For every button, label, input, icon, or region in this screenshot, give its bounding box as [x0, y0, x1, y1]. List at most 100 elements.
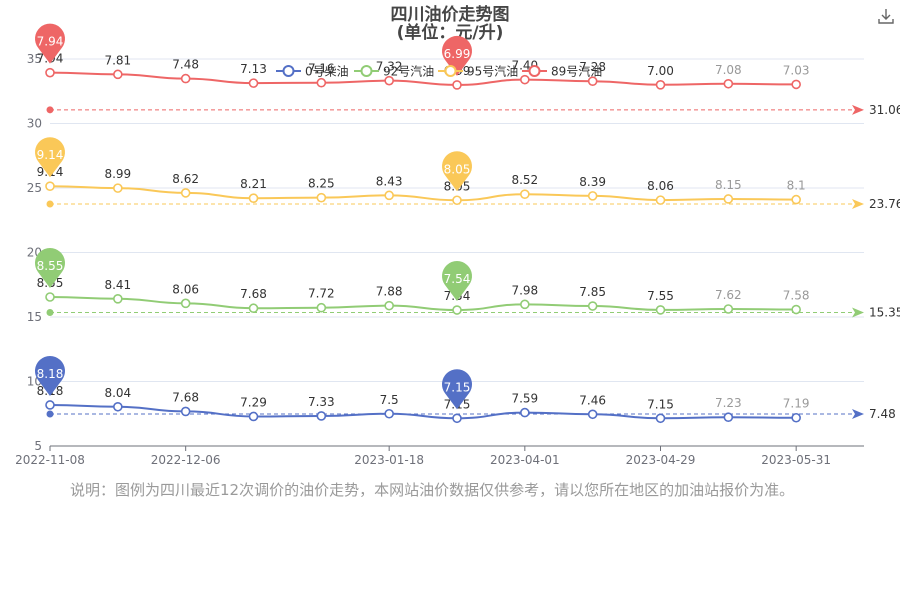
data-point	[384, 190, 394, 201]
max-marker-shape	[35, 248, 66, 289]
data-label: 7.19	[783, 397, 810, 411]
series-line	[49, 296, 797, 312]
average-start-dot	[46, 308, 54, 316]
legend-item[interactable]: 89号汽油	[522, 64, 602, 79]
data-label: 7.88	[376, 285, 403, 299]
data-point	[587, 191, 598, 201]
data-point	[180, 298, 191, 309]
y-tick-label: 5	[34, 439, 42, 453]
chart-subtitle: (单位：元/升)	[397, 22, 504, 43]
data-point	[452, 80, 462, 90]
legend-item[interactable]: 92号汽油	[354, 64, 434, 79]
data-point	[791, 412, 801, 423]
min-marker-label: 7.54	[444, 272, 471, 286]
data-point	[655, 80, 666, 90]
max-marker-label: 8.18	[37, 367, 64, 381]
data-label: 8.15	[715, 178, 742, 192]
legend-symbol	[282, 65, 295, 77]
average-label: 31.06	[869, 103, 900, 117]
data-point	[520, 299, 530, 310]
data-label: 7.00	[647, 64, 674, 78]
data-label: 7.33	[308, 395, 335, 409]
data-label: 7.15	[647, 397, 674, 411]
data-point	[520, 407, 530, 418]
data-label: 7.08	[715, 63, 742, 77]
data-label: 7.5	[380, 393, 399, 407]
legend-item[interactable]: 0号柴油	[276, 65, 349, 79]
data-label: 7.32	[376, 60, 403, 74]
min-marker-label: 8.05	[444, 162, 471, 176]
data-point	[587, 409, 598, 420]
data-label: 7.68	[240, 287, 267, 301]
chart-title: 四川油价走势图	[391, 4, 510, 25]
data-label: 7.28	[579, 60, 606, 74]
data-point	[180, 406, 191, 417]
max-marker-shape	[35, 23, 65, 64]
min-marker: 7.15	[442, 369, 472, 410]
data-label: 7.62	[715, 288, 742, 302]
legend-label: 92号汽油	[383, 64, 434, 79]
data-point	[45, 400, 55, 410]
max-marker: 8.55	[35, 248, 66, 289]
legend-item[interactable]: 95号汽油	[438, 64, 518, 79]
x-tick-label: 2022-12-06	[151, 453, 221, 467]
data-point	[113, 294, 123, 304]
data-point	[723, 412, 734, 423]
average-start-dot	[46, 106, 54, 114]
legend-symbol	[528, 65, 541, 77]
average-lines: 7.48 15.35 23.76 31.06	[46, 103, 900, 421]
series-line	[49, 185, 797, 202]
data-label: 8.62	[172, 172, 199, 186]
grid-lines	[50, 58, 864, 382]
average-arrow	[852, 409, 864, 420]
data-label: 7.98	[511, 283, 538, 297]
download-icon[interactable]	[876, 6, 896, 26]
data-point	[316, 192, 327, 203]
data-point	[791, 194, 801, 205]
data-label: 8.25	[308, 177, 335, 191]
data-point	[180, 73, 191, 84]
data-point	[248, 303, 259, 314]
data-point	[723, 304, 734, 314]
data-label: 7.23	[715, 396, 742, 410]
average-start-dot	[46, 410, 54, 418]
data-point	[655, 413, 666, 424]
data-label: 7.16	[308, 62, 335, 76]
data-label: 7.68	[172, 390, 199, 404]
legend-label: 95号汽油	[467, 64, 518, 79]
data-point	[587, 76, 598, 86]
average-arrow	[852, 307, 864, 318]
series-line	[49, 403, 797, 420]
data-label: 8.21	[240, 177, 267, 191]
average-arrow	[852, 104, 864, 115]
data-point	[723, 194, 734, 204]
data-point	[248, 78, 259, 88]
legend[interactable]: 0号柴油 92号汽油 95号汽油 89号汽油	[276, 64, 602, 79]
max-marker: 9.14	[35, 137, 66, 178]
data-point	[248, 193, 259, 203]
data-point	[316, 302, 327, 313]
data-point	[723, 78, 734, 89]
data-point	[452, 305, 462, 315]
data-label: 8.06	[647, 179, 674, 193]
data-label: 7.85	[579, 285, 606, 299]
max-marker-label: 9.14	[37, 148, 64, 162]
legend-label: 89号汽油	[551, 64, 602, 79]
average-label: 7.48	[869, 407, 896, 421]
data-label: 8.1	[787, 179, 806, 193]
data-point	[520, 74, 530, 85]
data-label: 7.58	[783, 289, 810, 303]
average-start-dot	[46, 200, 54, 208]
series-lines	[45, 67, 801, 424]
y-tick-label: 30	[27, 117, 42, 131]
data-label: 8.41	[104, 278, 131, 292]
data-label: 7.72	[308, 287, 335, 301]
data-point	[113, 69, 123, 80]
data-point	[520, 189, 530, 199]
data-point	[655, 305, 666, 315]
y-tick-label: 15	[27, 310, 42, 324]
min-marker-shape	[442, 369, 472, 410]
data-point	[113, 183, 123, 193]
